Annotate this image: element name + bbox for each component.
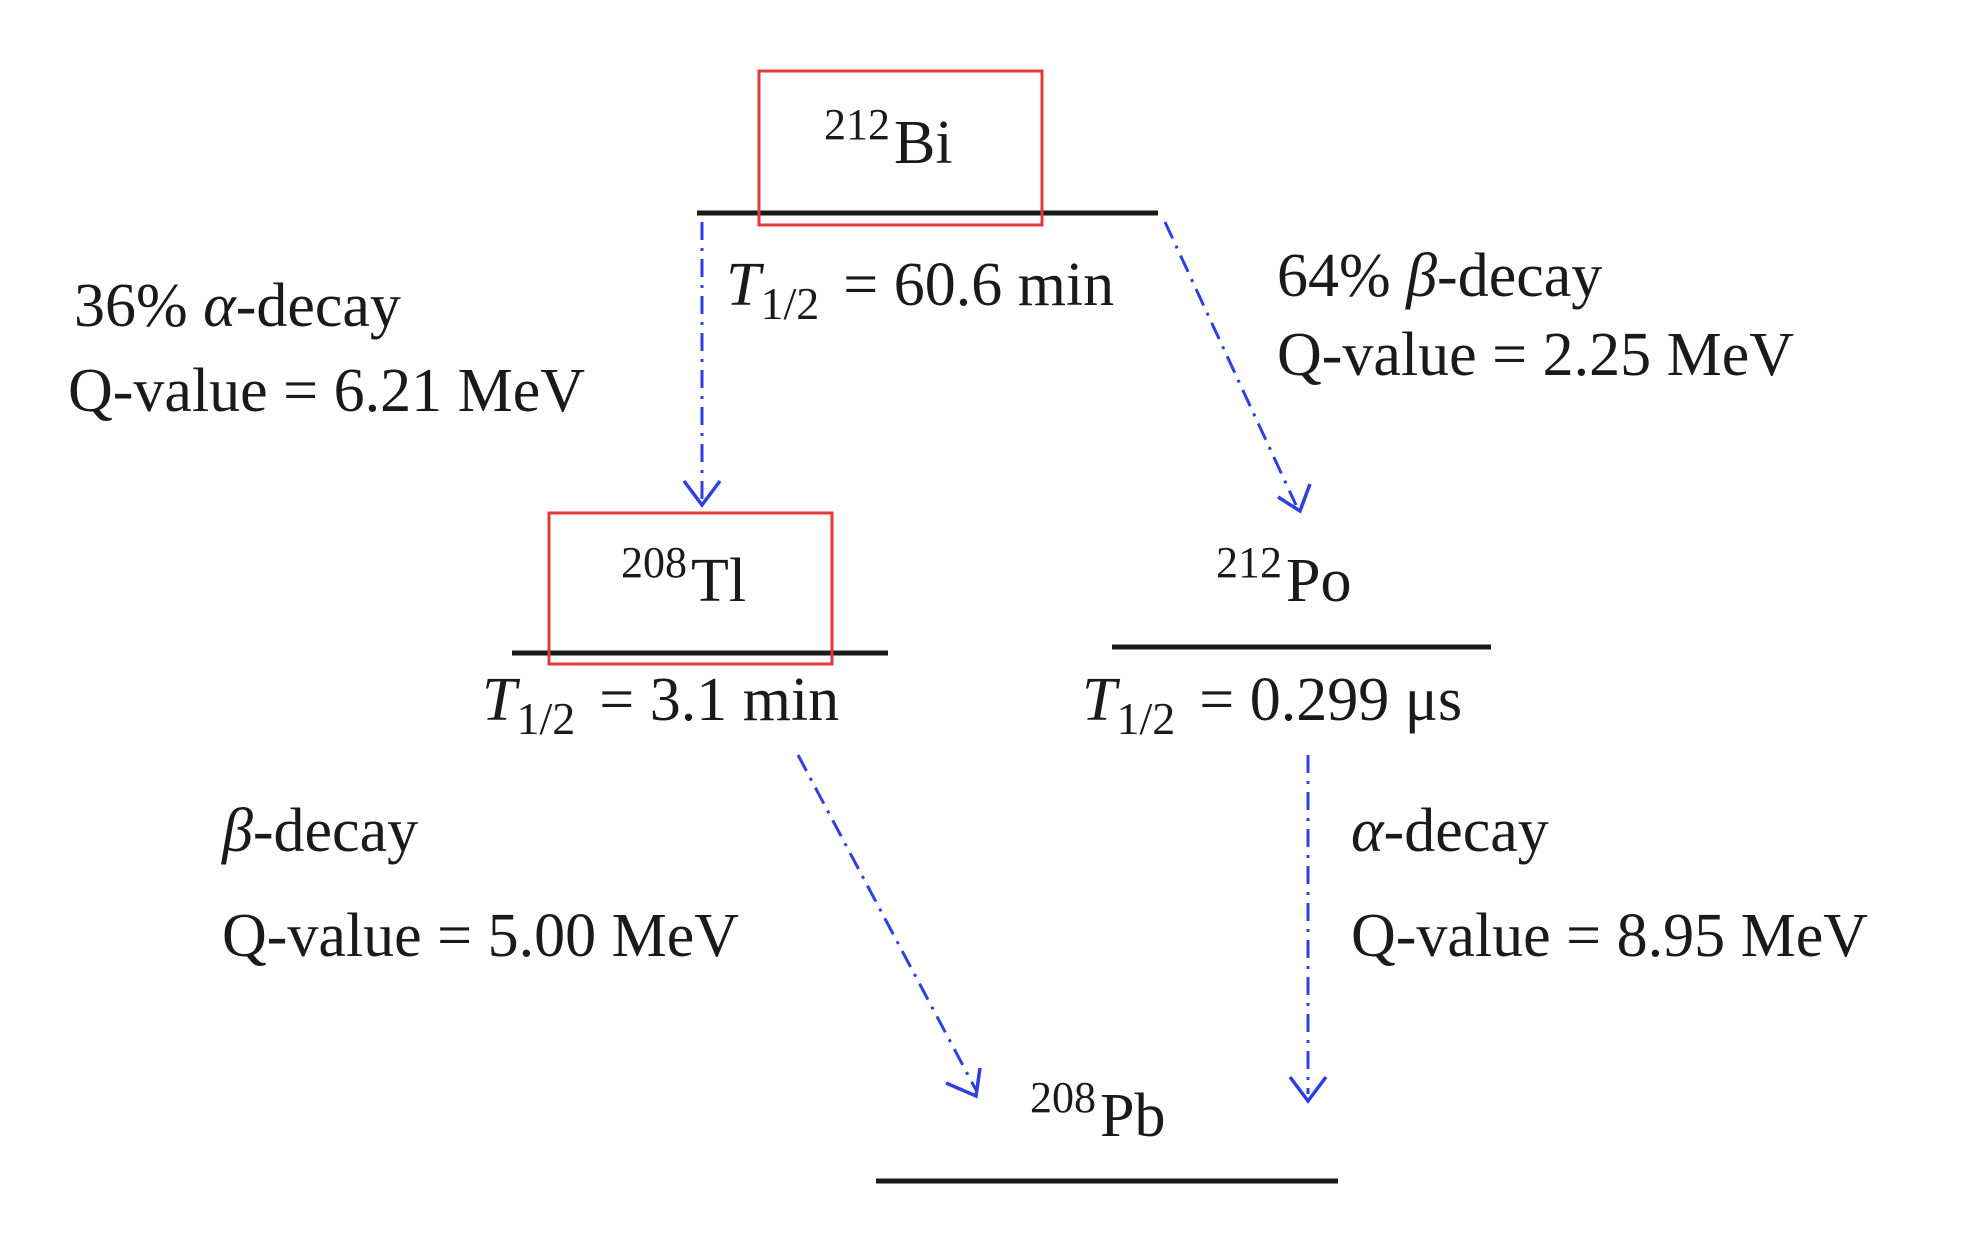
bi212-label: 212Bi	[824, 103, 953, 177]
bi212-half-life: T1/2 = 60.6 min	[726, 251, 1115, 327]
tl-to-pb-arrow-line	[796, 754, 978, 1091]
bi-alpha-q-value: Q-value = 6.21 MeV	[68, 357, 586, 425]
bi-to-po-arrowhead	[1277, 483, 1312, 514]
po-to-pb-arrowhead	[1288, 1075, 1328, 1104]
beta-symbol: β	[222, 797, 253, 865]
tl208-label: 208Tl	[621, 541, 747, 615]
bi-beta-q-value: Q-value = 2.25 MeV	[1277, 321, 1795, 389]
po212-label: 212Po	[1216, 541, 1352, 615]
half-life-symbol: T	[482, 666, 517, 734]
bi-beta-type: -decay	[1437, 242, 1603, 310]
tl208-half-life-value: = 3.1 min	[599, 666, 840, 734]
bi-alpha-decay-label: 36% α-decay	[74, 275, 401, 337]
half-life-subscript: 1/2	[760, 278, 820, 329]
bi-alpha-type: -decay	[235, 272, 401, 340]
alpha-symbol: α	[203, 272, 236, 340]
po-alpha-decay-label: α-decay	[1351, 800, 1549, 862]
po212-mass-number: 212	[1216, 538, 1282, 587]
pb208-label: 208Pb	[1030, 1076, 1166, 1150]
bi212-symbol: Bi	[894, 109, 953, 177]
tl208-symbol: Tl	[691, 547, 747, 615]
bi212-half-life-value: = 60.6 min	[843, 251, 1115, 319]
pb208-mass-number: 208	[1030, 1073, 1096, 1122]
bi-alpha-percent: 36%	[74, 272, 188, 340]
pb208-symbol: Pb	[1100, 1082, 1166, 1150]
bi-to-tl-arrowhead	[682, 479, 722, 508]
half-life-subscript: 1/2	[516, 693, 576, 744]
tl-beta-type: -decay	[252, 797, 419, 865]
tl208-highlight-box	[547, 511, 834, 666]
bi-beta-percent: 64%	[1277, 242, 1391, 310]
bi212-mass-number: 212	[824, 100, 890, 149]
beta-symbol: β	[1406, 242, 1438, 310]
po212-half-life-value: = 0.299 μs	[1199, 666, 1463, 734]
po212-half-life: T1/2 = 0.299 μs	[1082, 666, 1463, 742]
po-alpha-q-value: Q-value = 8.95 MeV	[1351, 902, 1869, 970]
bi-to-po-arrow-line	[1163, 221, 1298, 506]
po-alpha-type: -decay	[1383, 797, 1549, 865]
half-life-subscript: 1/2	[1116, 693, 1176, 744]
half-life-symbol: T	[726, 251, 761, 319]
bi-beta-decay-label: 64% β-decay	[1277, 245, 1602, 307]
tl-beta-decay-label: β-decay	[222, 800, 418, 862]
tl208-half-life: T1/2 = 3.1 min	[482, 666, 840, 742]
half-life-symbol: T	[1082, 666, 1117, 734]
bi212-highlight-box	[757, 69, 1044, 227]
tl208-mass-number: 208	[621, 538, 687, 587]
tl-to-pb-arrowhead	[945, 1067, 982, 1099]
tl-beta-q-value: Q-value = 5.00 MeV	[222, 902, 740, 970]
po212-symbol: Po	[1286, 547, 1352, 615]
alpha-symbol: α	[1351, 797, 1384, 865]
